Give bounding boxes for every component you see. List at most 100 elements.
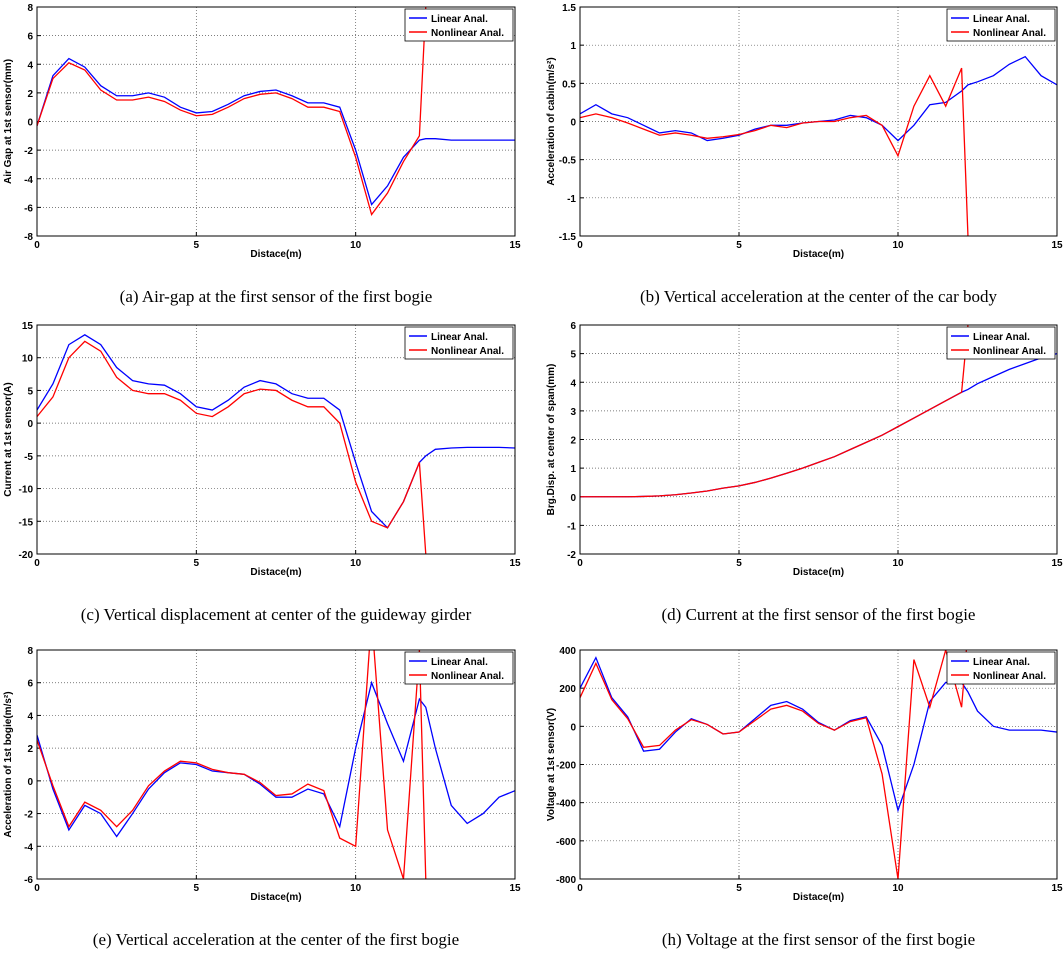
y-tick-label: 3 [570,407,576,418]
y-tick-label: 2 [27,744,33,755]
caption: (e) Vertical acceleration at the center … [93,930,459,949]
legend-label: Nonlinear Anal. [431,671,504,682]
legend-label: Nonlinear Anal. [431,28,504,39]
legend: Linear Anal. Nonlinear Anal. [946,8,1056,42]
x-tick-label: 15 [509,240,521,251]
y-tick-label: -1.5 [559,232,577,243]
legend-label: Linear Anal. [973,14,1030,25]
y-tick-label: 4 [27,60,33,71]
data-line [37,57,515,206]
y-tick-label: 0 [570,118,576,129]
chart-panel: 0 5 10 15 -20 -15 -10 -5 0 5 10 15 Distace(m) Current… [3,321,521,624]
y-tick-label: 0.5 [562,79,576,90]
y-axis-label: Current at 1st sensor(A) [3,382,14,496]
y-tick-label: -5 [24,452,33,463]
caption: (d) Current at the first sensor of the f… [662,605,976,624]
caption: (a) Air-gap at the first sensor of the f… [120,287,433,306]
y-tick-label: 4 [27,711,33,722]
data-line [37,7,427,216]
y-tick-label: -10 [19,485,34,496]
x-tick-label: 15 [1051,883,1063,894]
x-tick-label: 0 [577,240,583,251]
y-axis-label: Acceleration of cabin(m/s²) [546,57,557,185]
y-tick-label: 5 [27,386,33,397]
legend: Linear Anal. Nonlinear Anal. [946,326,1056,360]
legend-label: Nonlinear Anal. [973,671,1046,682]
legend-label: Linear Anal. [431,332,488,343]
data-line [580,67,969,236]
y-tick-label: 6 [27,679,33,690]
plot-area [580,650,1057,879]
legend: Linear Anal. Nonlinear Anal. [946,651,1056,685]
plot-area [37,7,515,236]
y-axis-label: Voltage at 1st sensor(V) [546,708,557,821]
y-tick-label: -6 [24,875,33,886]
data-line [580,325,969,498]
y-tick-label: -1 [567,521,576,532]
y-tick-label: -600 [556,837,576,848]
x-tick-label: 15 [509,883,521,894]
y-tick-label: -4 [24,842,33,853]
y-tick-label: -8 [24,232,33,243]
y-tick-label: -15 [19,517,34,528]
data-line [37,680,515,838]
legend: Linear Anal. Nonlinear Anal. [404,326,514,360]
legend-box [946,8,1056,42]
legend-box [404,651,514,685]
y-tick-label: 1 [570,41,576,52]
x-tick-label: 0 [34,240,40,251]
x-axis-label: Distace(m) [250,567,301,578]
y-tick-label: 8 [27,646,33,657]
legend-box [404,8,514,42]
chart-panel: 0 5 10 15 -6 -4 -2 0 2 4 6 8 Distace(m) Acceleration … [3,646,521,949]
y-tick-label: 400 [559,646,576,657]
x-tick-label: 0 [577,558,583,569]
y-tick-label: 10 [22,354,34,365]
legend-label: Nonlinear Anal. [973,28,1046,39]
chart-panel: 0 5 10 15 -1.5 -1 -0.5 0 0.5 1 1.5 Distace(m) Accele… [546,3,1063,306]
x-tick-label: 0 [577,883,583,894]
plot-area [37,650,515,879]
y-tick-label: 0 [27,777,33,788]
y-tick-label: 1 [570,464,576,475]
caption: (b) Vertical acceleration at the center … [640,287,997,306]
y-tick-label: 8 [27,3,33,14]
x-tick-label: 0 [34,558,40,569]
x-tick-label: 10 [892,240,904,251]
data-line [580,650,968,879]
x-tick-label: 10 [350,558,362,569]
y-tick-label: 1.5 [562,3,576,14]
chart-panel: 0 5 10 15 -8 -6 -4 -2 0 2 4 6 8 Distace(m) Air Gap at … [3,3,521,306]
data-line [37,340,427,554]
legend: Linear Anal. Nonlinear Anal. [404,651,514,685]
x-axis-label: Distace(m) [793,892,844,903]
plot-area [37,325,515,554]
plot-frame [579,324,1058,555]
chart-panel: 0 5 10 15 -2 -1 0 1 2 3 4 5 6 Distace(m) Brg.Disp. at … [546,321,1063,624]
x-axis-label: Distace(m) [793,567,844,578]
x-tick-label: 15 [1051,240,1063,251]
x-tick-label: 15 [509,558,521,569]
y-tick-label: -1 [567,194,576,205]
x-tick-label: 5 [194,558,200,569]
y-tick-label: 200 [559,684,576,695]
y-tick-label: -0.5 [559,156,577,167]
legend-label: Linear Anal. [973,657,1030,668]
y-tick-label: 0 [570,493,576,504]
legend-label: Nonlinear Anal. [973,346,1046,357]
y-tick-label: -2 [24,146,33,157]
legend-box [946,326,1056,360]
y-tick-label: 0 [27,419,33,430]
y-tick-label: -2 [567,550,576,561]
y-tick-label: 15 [22,321,34,332]
y-tick-label: -400 [556,799,576,810]
x-tick-label: 5 [736,558,742,569]
caption: (c) Vertical displacement at center of t… [81,605,472,624]
x-tick-label: 0 [34,883,40,894]
x-axis-label: Distace(m) [250,249,301,260]
legend-box [404,326,514,360]
data-line [37,334,515,529]
x-tick-label: 10 [892,558,904,569]
legend-label: Linear Anal. [973,332,1030,343]
y-tick-label: 0 [27,118,33,129]
